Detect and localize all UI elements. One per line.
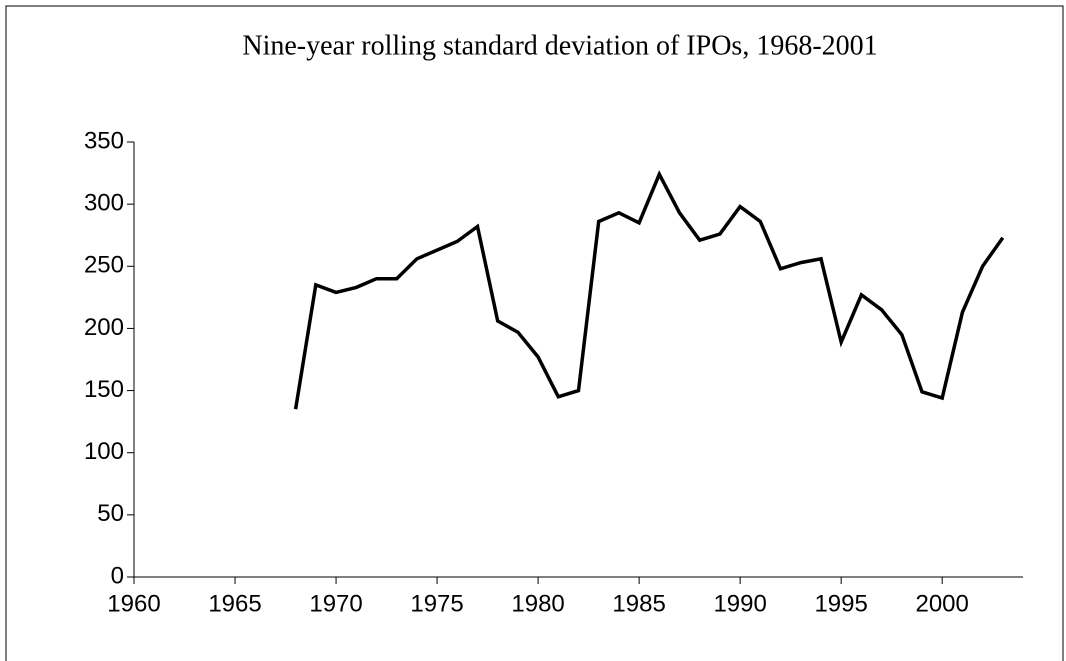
x-tick-label: 1960 [107,590,160,617]
y-tick-label: 50 [97,500,124,527]
x-tick-label: 1980 [511,590,564,617]
y-tick-label: 350 [84,127,124,154]
x-tick-label: 1995 [814,590,867,617]
x-tick-label: 1990 [713,590,766,617]
y-tick-label: 300 [84,189,124,216]
x-tick-label: 1975 [410,590,463,617]
chart-frame [5,5,1064,661]
x-tick-label: 1985 [612,590,665,617]
y-tick-label: 150 [84,376,124,403]
x-tick-label: 2000 [915,590,968,617]
data-line [293,170,1005,410]
y-tick-label: 250 [84,252,124,279]
x-tick-label: 1970 [309,590,362,617]
chart-title: Nine-year rolling standard deviation of … [242,30,877,61]
x-tick-label: 1965 [208,590,261,617]
y-tick-label: 0 [111,562,124,589]
y-tick-label: 100 [84,438,124,465]
y-tick-label: 200 [84,314,124,341]
